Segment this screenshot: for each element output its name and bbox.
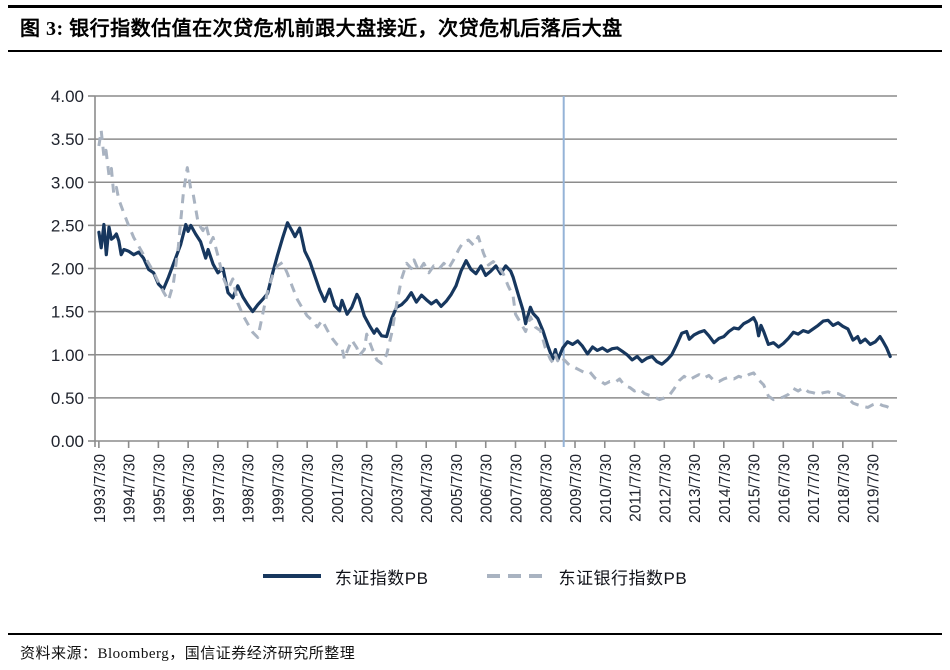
- x-axis-label: 1996/7/30: [181, 454, 198, 523]
- x-axis-label: 2005/7/30: [449, 454, 466, 523]
- y-axis-label: 2.50: [51, 216, 84, 235]
- x-axis-label: 2012/7/30: [657, 454, 674, 523]
- x-axis-label: 2016/7/30: [776, 454, 793, 523]
- x-axis-label: 2017/7/30: [806, 454, 823, 523]
- x-axis-label: 2010/7/30: [598, 454, 615, 523]
- y-axis-label: 3.00: [51, 173, 84, 192]
- x-axis-label: 2004/7/30: [419, 454, 436, 523]
- y-axis-label: 0.50: [51, 389, 84, 408]
- x-axis-label: 2015/7/30: [747, 454, 764, 523]
- figure-header: 图 3: 银行指数估值在次贷危机前跟大盘接近，次贷危机后落后大盘: [0, 0, 950, 60]
- top-rule: [8, 5, 942, 8]
- valuation-line-chart: 4.00 3.50 3.00 2.50 2.00 1.50 1.00 0.50 0.00 1993…: [51, 87, 897, 523]
- legend-label: 东证银行指数PB: [558, 568, 688, 588]
- x-axis-label: 2018/7/30: [836, 454, 853, 523]
- source-note: 资料来源：Bloomberg，国信证券经济研究所整理: [20, 646, 356, 662]
- x-axis-label: 2002/7/30: [360, 454, 377, 523]
- x-axis-label: 1999/7/30: [270, 454, 287, 523]
- x-axis-label: 2014/7/30: [717, 454, 734, 523]
- legend-item-topix-pb: 东证指数PB: [262, 564, 429, 589]
- x-axis-label: 1995/7/30: [151, 454, 168, 523]
- x-axis-label: 1994/7/30: [122, 454, 139, 523]
- y-axis-label: 3.50: [51, 130, 84, 149]
- x-axis-label: 1997/7/30: [211, 454, 228, 523]
- chart-area: 4.00 3.50 3.00 2.50 2.00 1.50 1.00 0.50 0.00 1993…: [0, 60, 950, 560]
- x-axis-label: 2013/7/30: [687, 454, 704, 523]
- legend-item-bank-pb: 东证银行指数PB: [486, 564, 688, 589]
- y-axis-label: 4.00: [51, 87, 84, 106]
- legend-label: 东证指数PB: [334, 568, 429, 588]
- x-axis-label: 2000/7/30: [300, 454, 317, 523]
- figure-title: 图 3: 银行指数估值在次贷危机前跟大盘接近，次贷危机后落后大盘: [20, 18, 623, 40]
- y-axis-label: 1.00: [51, 346, 84, 365]
- chart-legend: 东证指数PB 东证银行指数PB: [0, 560, 950, 592]
- y-axis-label: 0.00: [51, 432, 84, 451]
- bottom-rule: [8, 633, 942, 635]
- x-axis-label: 2019/7/30: [866, 454, 883, 523]
- title-divider-rule: [8, 50, 942, 52]
- x-axis-label: 1993/7/30: [92, 454, 109, 523]
- y-axis-label: 2.00: [51, 260, 84, 279]
- solid-line-swatch: [262, 574, 321, 578]
- x-axis-label: 2008/7/30: [538, 454, 555, 523]
- dashed-line-swatch: [486, 574, 545, 578]
- x-axis-label: 2003/7/30: [389, 454, 406, 523]
- x-axis-label: 2009/7/30: [568, 454, 585, 523]
- x-axis-label: 2001/7/30: [330, 454, 347, 523]
- topix-pb-line: [97, 221, 892, 366]
- bank-pb-line: [97, 129, 891, 410]
- y-axis-label: 1.50: [51, 303, 84, 322]
- x-axis-label: 2007/7/30: [508, 454, 525, 523]
- x-axis-label: 2011/7/30: [628, 454, 645, 522]
- x-axis-label: 1998/7/30: [241, 454, 258, 523]
- x-axis-label: 2006/7/30: [479, 454, 496, 523]
